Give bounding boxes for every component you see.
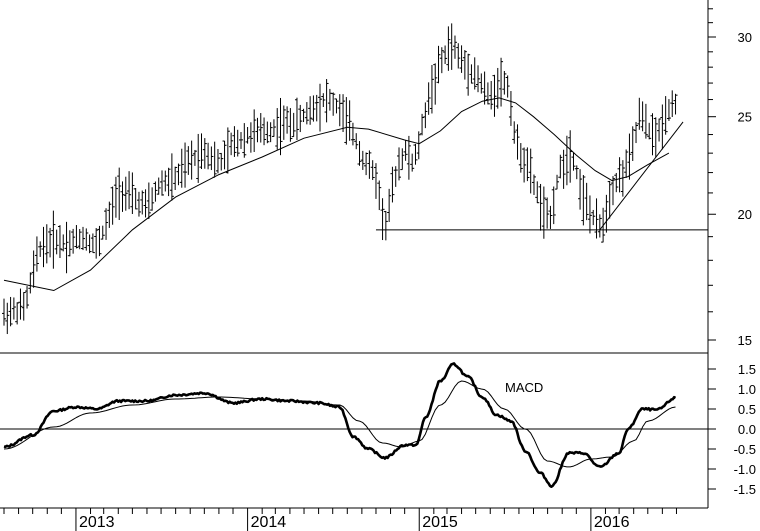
moving-average-line xyxy=(3,97,670,292)
x-year-label: 2016 xyxy=(594,514,630,531)
x-year-label: 2013 xyxy=(79,514,115,531)
macd-y-tick-label: 1.0 xyxy=(738,382,756,397)
x-axis: 2013 2014 2015 2016 xyxy=(3,508,677,531)
macd-panel: -1.5 -1.0 -0.5 0.0 0.5 1.0 1.5 xyxy=(0,362,756,497)
price-y-tick-label: 30 xyxy=(738,30,752,45)
macd-annotation: MACD xyxy=(505,380,543,395)
macd-y-tick-label: -0.5 xyxy=(734,442,756,457)
macd-y-tick-label: -1.5 xyxy=(734,482,756,497)
trend-line xyxy=(599,121,684,231)
macd-y-tick-label: 1.5 xyxy=(738,362,756,377)
price-y-tick-label: 15 xyxy=(738,333,752,348)
price-y-tick-label: 25 xyxy=(738,110,752,125)
price-y-tick-label: 20 xyxy=(738,207,752,222)
x-year-label: 2015 xyxy=(422,514,458,531)
macd-y-tick-label: 0.5 xyxy=(738,402,756,417)
x-year-label: 2014 xyxy=(251,514,287,531)
macd-line xyxy=(3,362,677,488)
price-panel: 15 20 25 30 xyxy=(2,8,752,348)
macd-y-tick-label: 0.0 xyxy=(738,422,756,437)
macd-y-tick-label: -1.0 xyxy=(734,462,756,477)
macd-signal-line xyxy=(3,380,676,468)
